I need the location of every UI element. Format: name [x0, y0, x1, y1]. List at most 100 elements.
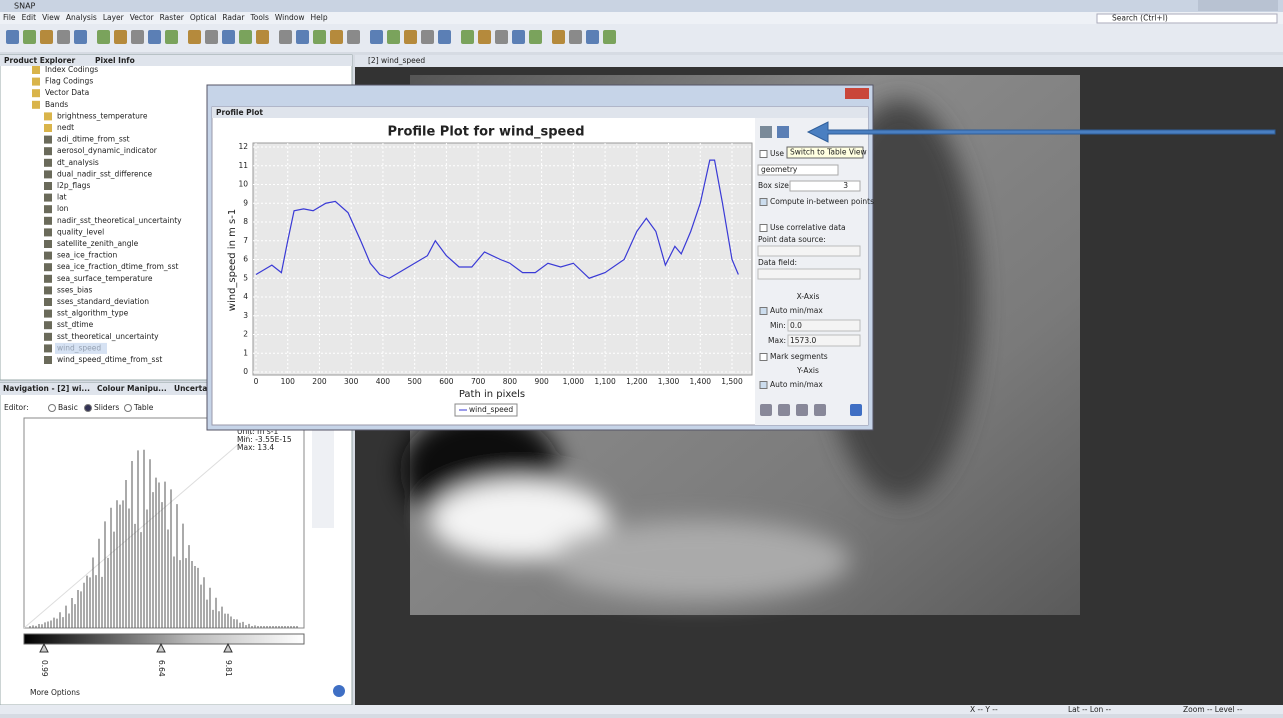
tree-item[interactable]: aerosol_dynamic_indicator	[57, 146, 158, 155]
tree-item[interactable]: sst_dtime	[57, 320, 94, 329]
checkbox[interactable]	[760, 151, 767, 158]
menu-item[interactable]: Help	[311, 13, 328, 22]
radio[interactable]	[49, 405, 56, 412]
tool-icon[interactable]	[370, 30, 383, 44]
tree-item[interactable]: sea_ice_fraction	[57, 251, 117, 260]
tree-item[interactable]: sst_algorithm_type	[57, 309, 129, 318]
tree-item[interactable]: sea_surface_temperature	[57, 274, 153, 283]
tool-icon[interactable]	[421, 30, 434, 44]
tree-item[interactable]: adi_dtime_from_sst	[57, 135, 130, 144]
menu-item[interactable]: Analysis	[66, 13, 97, 22]
radio-label[interactable]: Table	[133, 403, 154, 412]
radio-label[interactable]: Basic	[58, 403, 78, 412]
menu-item[interactable]: Layer	[103, 13, 125, 22]
help-button[interactable]	[333, 685, 345, 697]
tool-icon[interactable]	[165, 30, 178, 44]
tool-icon[interactable]	[347, 30, 360, 44]
tool-icon[interactable]	[279, 30, 292, 44]
view-tab[interactable]: [2] wind_speed	[368, 56, 425, 65]
tool-icon[interactable]	[296, 30, 309, 44]
tab[interactable]: Navigation - [2] wi...	[3, 384, 90, 393]
tool-icon[interactable]	[256, 30, 269, 44]
tree-item[interactable]: lon	[57, 204, 69, 213]
tree-item[interactable]: lat	[57, 193, 67, 202]
tool-icon[interactable]	[114, 30, 127, 44]
tree-item[interactable]: sea_ice_fraction_dtime_from_sst	[57, 262, 178, 271]
tool-icon[interactable]	[552, 30, 565, 44]
dropdown[interactable]	[758, 246, 860, 256]
tool-icon[interactable]	[586, 30, 599, 44]
tree-item[interactable]: sses_bias	[57, 285, 93, 294]
action-button[interactable]	[814, 404, 826, 416]
menu-item[interactable]: File	[3, 13, 16, 22]
tool-icon[interactable]	[74, 30, 87, 44]
tree-item[interactable]: Flag Codings	[45, 77, 93, 86]
action-button[interactable]	[796, 404, 808, 416]
tree-item[interactable]: nadir_sst_theoretical_uncertainty	[57, 216, 182, 225]
menu-item[interactable]: Vector	[130, 13, 155, 22]
checkbox[interactable]	[760, 225, 767, 232]
tool-icon[interactable]	[404, 30, 417, 44]
checkbox[interactable]	[760, 308, 767, 315]
tool-icon[interactable]	[57, 30, 70, 44]
checkbox[interactable]	[760, 382, 767, 389]
tool-icon[interactable]	[222, 30, 235, 44]
tree-item[interactable]: satellite_zenith_angle	[57, 239, 139, 248]
menu-item[interactable]: View	[42, 13, 60, 22]
tree-item[interactable]: dual_nadir_sst_difference	[57, 169, 153, 178]
tree-item[interactable]: sses_standard_deviation	[57, 297, 149, 306]
menu-item[interactable]: Optical	[190, 13, 217, 22]
zoom-tools[interactable]	[312, 418, 334, 528]
tool-icon[interactable]	[387, 30, 400, 44]
view-button[interactable]	[777, 126, 789, 138]
close-button[interactable]	[845, 88, 869, 99]
tree-item[interactable]: brightness_temperature	[57, 111, 148, 120]
tree-item[interactable]: quality_level	[57, 227, 104, 236]
radio[interactable]	[125, 405, 132, 412]
view-button[interactable]	[760, 126, 772, 138]
tree-item[interactable]: dt_analysis	[57, 158, 99, 167]
tool-icon[interactable]	[461, 30, 474, 44]
tree-item[interactable]: Bands	[45, 100, 68, 109]
tree-item[interactable]: l2p_flags	[57, 181, 90, 190]
tool-icon[interactable]	[6, 30, 19, 44]
tab[interactable]: Product Explorer	[4, 56, 76, 65]
menu-item[interactable]: Radar	[222, 13, 245, 22]
tree-item[interactable]: wind_speed_dtime_from_sst	[57, 355, 162, 364]
tool-icon[interactable]	[438, 30, 451, 44]
action-button[interactable]	[778, 404, 790, 416]
window-controls[interactable]	[1198, 0, 1278, 11]
tool-icon[interactable]	[313, 30, 326, 44]
tree-item[interactable]: sst_theoretical_uncertainty	[57, 332, 159, 341]
tool-icon[interactable]	[97, 30, 110, 44]
checkbox[interactable]	[760, 199, 767, 206]
tool-icon[interactable]	[495, 30, 508, 44]
tool-icon[interactable]	[330, 30, 343, 44]
radio[interactable]	[85, 405, 92, 412]
menu-item[interactable]: Raster	[160, 13, 185, 22]
menu-item[interactable]: Tools	[249, 13, 269, 22]
tool-icon[interactable]	[205, 30, 218, 44]
tree-item[interactable]: Vector Data	[45, 88, 89, 97]
spinner[interactable]	[790, 181, 860, 191]
tree-item[interactable]: nedt	[57, 123, 74, 132]
tool-icon[interactable]	[131, 30, 144, 44]
action-button[interactable]	[760, 404, 772, 416]
tool-icon[interactable]	[529, 30, 542, 44]
tool-icon[interactable]	[40, 30, 53, 44]
dropdown[interactable]	[758, 269, 860, 279]
tool-icon[interactable]	[148, 30, 161, 44]
radio-label[interactable]: Sliders	[94, 403, 119, 412]
tool-icon[interactable]	[239, 30, 252, 44]
tool-icon[interactable]	[569, 30, 582, 44]
tool-icon[interactable]	[188, 30, 201, 44]
tool-icon[interactable]	[512, 30, 525, 44]
checkbox[interactable]	[760, 354, 767, 361]
menu-item[interactable]: Window	[275, 13, 305, 22]
menu-item[interactable]: Edit	[22, 13, 37, 22]
tool-icon[interactable]	[23, 30, 36, 44]
more-options[interactable]: More Options	[30, 688, 80, 697]
tab[interactable]: Colour Manipu...	[97, 384, 167, 393]
tool-icon[interactable]	[603, 30, 616, 44]
tool-icon[interactable]	[478, 30, 491, 44]
